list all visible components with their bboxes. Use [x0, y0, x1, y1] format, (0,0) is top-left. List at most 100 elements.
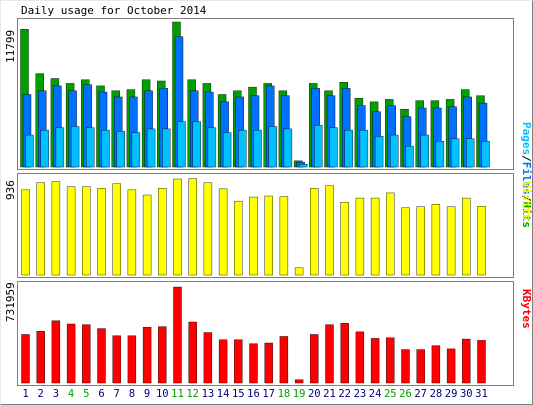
kbytes-bar	[264, 342, 273, 384]
pages-bar	[162, 128, 171, 168]
day-label: 24	[369, 388, 382, 400]
visits-bar	[477, 206, 486, 276]
panel3-legend-kbytes: KBytes	[520, 289, 533, 329]
panel2-legend-visits: Visits	[520, 181, 533, 221]
day-label: 5	[83, 388, 89, 400]
kbytes-bar	[188, 321, 197, 384]
day-label: 10	[156, 388, 169, 400]
day-label: 30	[460, 388, 473, 400]
visits-bar	[234, 200, 243, 276]
kbytes-bar	[386, 337, 395, 384]
visits-bar	[127, 189, 137, 276]
kbytes-bar	[325, 324, 334, 384]
day-label: 31	[475, 388, 488, 400]
pages-bar	[25, 134, 34, 168]
panel1-legend: Pages/Files/Hits	[520, 122, 533, 228]
day-label: 28	[430, 388, 443, 400]
kbytes-bar	[203, 332, 213, 384]
pages-bar	[55, 127, 65, 168]
kbytes-bar	[431, 345, 441, 384]
visits-bar	[294, 267, 304, 276]
visits-bar	[249, 196, 258, 276]
kbytes-bar	[82, 324, 91, 384]
visits-bar	[340, 201, 349, 276]
kbytes-bar	[294, 379, 304, 384]
pages-bar	[86, 127, 95, 168]
pages-bar	[466, 138, 475, 168]
pages-bar	[283, 128, 293, 168]
day-label: 12	[186, 388, 199, 400]
visits-bar	[279, 196, 289, 276]
kbytes-bar	[21, 334, 30, 384]
day-label: 6	[98, 388, 104, 400]
kbytes-bar	[127, 335, 137, 384]
pages-bar	[177, 121, 186, 168]
day-label: 23	[354, 388, 367, 400]
panel-hits-files-pages-bars	[20, 21, 490, 168]
visits-bar	[386, 192, 395, 276]
visits-bar	[325, 185, 334, 276]
day-label: 7	[114, 388, 120, 400]
pages-bar	[435, 140, 445, 168]
kbytes-bar	[355, 331, 365, 384]
visits-bar	[82, 186, 91, 276]
day-label: 14	[217, 388, 230, 400]
visits-bar	[173, 178, 182, 276]
visits-bar	[355, 197, 365, 276]
day-label: 18	[278, 388, 291, 400]
kbytes-bar	[446, 348, 456, 384]
visits-bar	[158, 188, 167, 276]
pages-bar	[481, 140, 490, 168]
visits-bar	[36, 182, 45, 276]
visits-bar	[203, 182, 213, 276]
day-label: 29	[445, 388, 458, 400]
visits-bar	[370, 197, 380, 276]
pages-bar	[405, 145, 414, 168]
visits-bar	[66, 186, 76, 276]
day-tick-labels: 1 2 3 4 5 6 7 8 9 10 11 12 13 14 15 16 17 18 19 20 21 22 23 24 2…	[22, 388, 487, 400]
legend-pages-label: Pages	[520, 122, 533, 155]
day-label: 2	[38, 388, 44, 400]
day-label: 17	[262, 388, 275, 400]
pages-bar	[146, 128, 156, 168]
visits-bar	[401, 207, 410, 276]
visits-bar	[188, 178, 197, 276]
pages-bar	[40, 129, 49, 168]
pages-bar	[101, 129, 110, 168]
pages-bar	[359, 129, 369, 168]
kbytes-bar	[142, 327, 152, 384]
pages-bar	[420, 134, 429, 168]
visits-bar	[462, 197, 471, 276]
kbytes-bar	[158, 326, 167, 384]
panel1-ymax-label: 11799	[4, 30, 17, 63]
pages-bar	[298, 164, 308, 168]
legend-hits-label: Hits	[520, 202, 533, 229]
pages-bar	[222, 132, 232, 168]
day-label: 21	[323, 388, 336, 400]
pages-bar	[268, 126, 277, 168]
pages-bar	[329, 127, 338, 168]
kbytes-bar	[112, 335, 121, 384]
panel-visits-bars	[21, 178, 486, 276]
kbytes-bar	[66, 323, 76, 384]
kbytes-bar	[401, 349, 410, 384]
day-label: 9	[144, 388, 150, 400]
visits-bar	[51, 181, 61, 276]
pages-bar	[70, 126, 80, 168]
pages-bar	[253, 129, 262, 168]
day-label: 13	[202, 388, 215, 400]
pages-bar	[374, 136, 384, 168]
visits-bar	[21, 189, 30, 276]
pages-bar	[390, 134, 399, 168]
visits-bar	[310, 188, 319, 276]
day-label: 22	[338, 388, 351, 400]
visits-bar	[218, 188, 228, 276]
day-label: 20	[308, 388, 321, 400]
legend-slash-2: /	[520, 195, 533, 202]
visits-bar	[431, 204, 441, 276]
day-label: 26	[399, 388, 412, 400]
kbytes-bar	[173, 286, 182, 384]
kbytes-bar	[340, 323, 349, 384]
kbytes-bar	[97, 328, 106, 384]
